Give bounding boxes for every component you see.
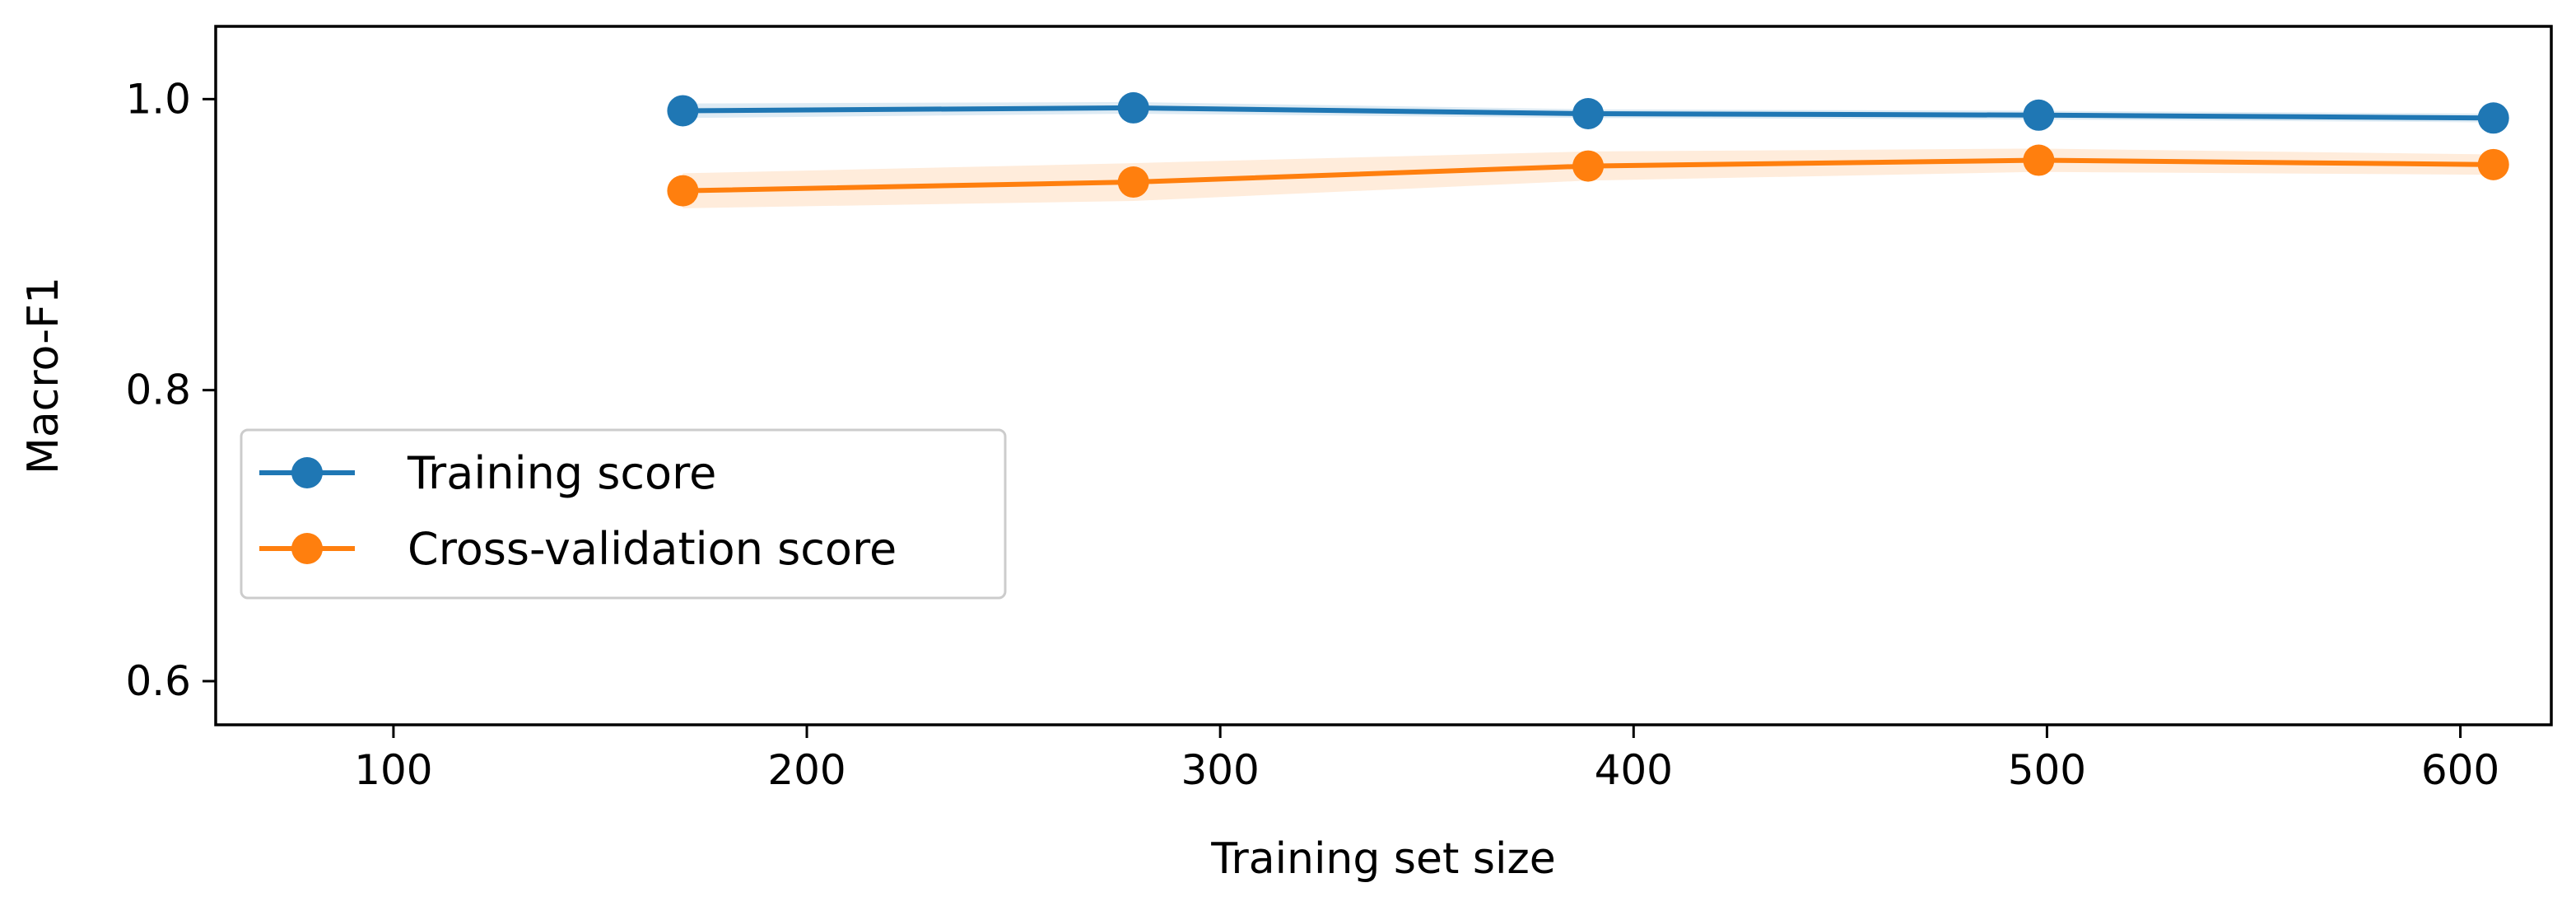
y-tick-label: 0.6	[125, 657, 191, 705]
cross-validation-score-point	[2023, 144, 2055, 176]
cross-validation-score-point	[2477, 148, 2509, 180]
legend-box	[240, 428, 1007, 600]
training-score-point	[667, 95, 699, 127]
y-tick-label: 0.8	[125, 367, 191, 414]
cross-validation-score-legend-marker	[291, 533, 323, 564]
legend: Training score Cross-validation score	[240, 428, 1007, 600]
x-tick-label: 400	[1595, 746, 1673, 794]
x-tick-label: 600	[2421, 746, 2499, 794]
training-score-point	[1117, 91, 1149, 124]
cross-validation-score-point	[1117, 166, 1149, 198]
y-axis-ticks: 0.6 0.8 1.0	[125, 75, 216, 705]
training-score-legend-label: Training score	[407, 447, 716, 499]
x-tick-label: 200	[767, 746, 845, 794]
plot-area-frame	[214, 25, 2553, 726]
training-score-point	[2477, 102, 2509, 134]
series-markers	[667, 91, 2509, 207]
cross-validation-score-point	[1572, 150, 1605, 182]
x-axis-ticks: 100 200 300 400 500 600	[354, 725, 2499, 794]
x-tick-label: 100	[354, 746, 432, 794]
cross-validation-score-legend-label: Cross-validation score	[408, 523, 897, 575]
x-tick-label: 300	[1181, 746, 1259, 794]
y-tick-label: 1.0	[125, 75, 191, 123]
y-axis-label: Macro-F1	[19, 277, 68, 474]
x-tick-label: 500	[2008, 746, 2086, 794]
x-axis-label: Training set size	[1210, 834, 1556, 884]
cross-validation-score-point	[667, 175, 699, 207]
training-score-point	[2023, 99, 2055, 131]
training-score-legend-marker	[291, 457, 323, 488]
training-score-point	[1572, 98, 1605, 129]
